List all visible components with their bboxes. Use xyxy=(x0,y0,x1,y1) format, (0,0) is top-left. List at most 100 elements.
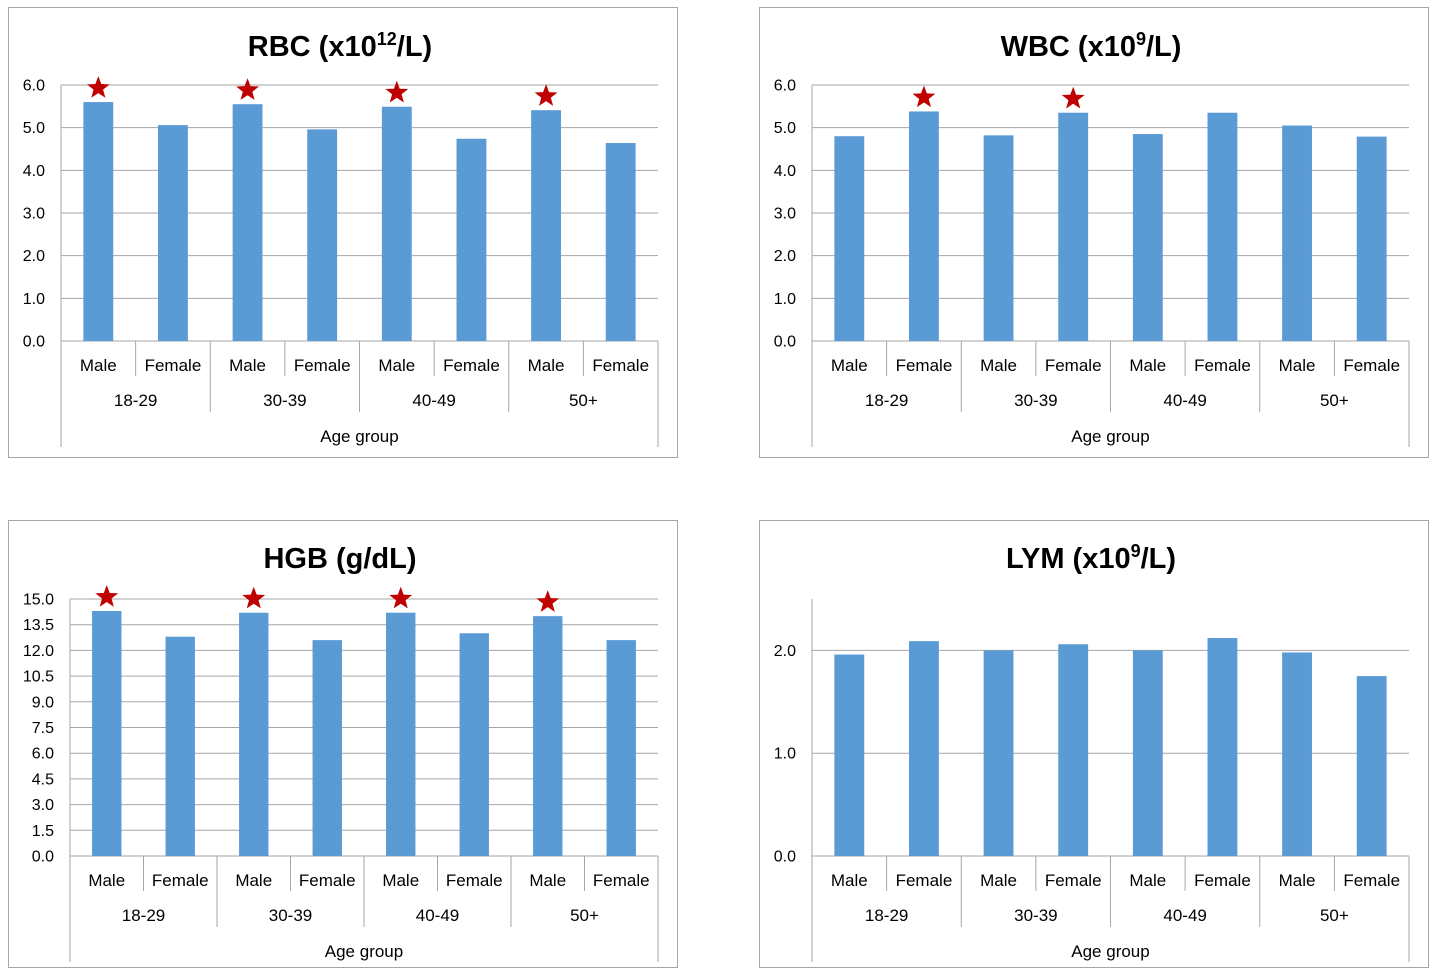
bar xyxy=(312,640,342,856)
bar xyxy=(1282,652,1312,856)
category-label: Female xyxy=(145,356,202,375)
bar xyxy=(606,640,636,856)
y-tick-label: 0.0 xyxy=(774,849,796,866)
bar xyxy=(1356,136,1387,341)
bar xyxy=(232,104,263,341)
y-tick-label: 2.0 xyxy=(23,248,45,265)
y-tick-label: 6.0 xyxy=(23,78,45,95)
group-label: 18-29 xyxy=(865,391,908,410)
bar xyxy=(1132,134,1163,341)
y-tick-label: 1.0 xyxy=(774,746,796,763)
bar xyxy=(1058,644,1089,856)
x-axis-title: Age group xyxy=(325,942,403,961)
x-axis-title: Age group xyxy=(1071,942,1149,961)
lym-chart: LYM (x109/L) 0.0 1.0 2.0 Male Female Male Femal… xyxy=(759,520,1429,968)
group-label: 40-49 xyxy=(412,391,455,410)
bar xyxy=(1132,650,1163,856)
category-label: Female xyxy=(896,871,953,890)
lym-chart-svg: LYM (x109/L) 0.0 1.0 2.0 Male Female Male Femal… xyxy=(774,541,1410,962)
group-label: 50+ xyxy=(570,906,599,925)
y-tick-label: 0.0 xyxy=(32,849,54,866)
category-label: Female xyxy=(593,871,650,890)
category-label: Male xyxy=(382,871,419,890)
y-tick-label: 1.0 xyxy=(23,291,45,308)
y-tick-label: 5.0 xyxy=(23,120,45,137)
bar xyxy=(386,612,416,856)
bar xyxy=(834,654,865,856)
group-label: 40-49 xyxy=(416,906,459,925)
chart-title: WBC (x109/L) xyxy=(1001,29,1182,63)
group-label: 18-29 xyxy=(122,906,165,925)
category-label: Male xyxy=(378,356,415,375)
y-tick-label: 3.0 xyxy=(23,206,45,223)
category-label: Female xyxy=(592,356,649,375)
significance-star-icon xyxy=(912,85,936,108)
y-tick-label: 5.0 xyxy=(774,120,796,137)
x-axis-title: Age group xyxy=(320,427,398,446)
bar xyxy=(834,136,865,341)
group-label: 18-29 xyxy=(865,906,908,925)
group-label: 40-49 xyxy=(1163,391,1206,410)
group-label: 30-39 xyxy=(263,391,306,410)
category-label: Female xyxy=(299,871,356,890)
significance-star-icon xyxy=(242,586,266,609)
category-label: Male xyxy=(831,356,868,375)
category-label: Female xyxy=(1343,871,1400,890)
y-tick-label: 4.0 xyxy=(23,163,45,180)
significance-star-icon xyxy=(95,584,119,607)
bar xyxy=(92,610,122,856)
bar xyxy=(456,138,487,341)
y-tick-label: 3.0 xyxy=(774,206,796,223)
bar xyxy=(983,135,1014,341)
bar xyxy=(909,641,939,856)
group-label: 50+ xyxy=(569,391,598,410)
category-label: Male xyxy=(831,871,868,890)
category-label: Male xyxy=(1279,356,1316,375)
rbc-chart: RBC (x1012/L) 0.0 1.0 2.0 3.0 4.0 5.0 6.0 Male Fe… xyxy=(8,7,678,458)
chart-title: LYM (x109/L) xyxy=(1006,541,1176,575)
category-label: Female xyxy=(896,356,953,375)
wbc-chart: WBC (x109/L) 0.0 1.0 2.0 3.0 4.0 5.0 6.0 Male Fem… xyxy=(759,7,1429,458)
category-label: Female xyxy=(1194,356,1251,375)
y-tick-label: 13.5 xyxy=(23,617,54,634)
rbc-chart-svg: RBC (x1012/L) 0.0 1.0 2.0 3.0 4.0 5.0 6.0 Male Fe… xyxy=(23,29,659,447)
category-label: Female xyxy=(152,871,209,890)
y-tick-label: 6.0 xyxy=(774,78,796,95)
bar xyxy=(533,616,563,856)
y-tick-label: 9.0 xyxy=(32,694,54,711)
bar xyxy=(381,106,412,341)
chart-title: RBC (x1012/L) xyxy=(248,29,432,63)
group-label: 30-39 xyxy=(1014,391,1057,410)
bar xyxy=(158,125,188,342)
bar xyxy=(531,110,561,341)
group-label: 30-39 xyxy=(269,906,312,925)
category-label: Male xyxy=(88,871,125,890)
bar xyxy=(909,111,939,341)
group-label: 50+ xyxy=(1320,906,1349,925)
group-label: 30-39 xyxy=(1014,906,1057,925)
hgb-chart: HGB (g/dL) 0.0 1.5 3.0 4.5 6.0 7.5 9.0 10.5 12.0 1… xyxy=(8,520,678,968)
category-label: Female xyxy=(1343,356,1400,375)
y-tick-label: 0.0 xyxy=(23,334,45,351)
category-label: Male xyxy=(980,356,1017,375)
bar xyxy=(307,129,338,341)
category-label: Male xyxy=(235,871,272,890)
y-tick-label: 10.5 xyxy=(23,669,54,686)
category-label: Female xyxy=(1045,356,1102,375)
significance-star-icon xyxy=(534,84,558,106)
y-tick-label: 1.0 xyxy=(774,291,796,308)
group-label: 40-49 xyxy=(1163,906,1206,925)
significance-star-icon xyxy=(1061,86,1085,109)
category-label: Male xyxy=(529,871,566,890)
bar xyxy=(1356,676,1387,856)
category-label: Female xyxy=(1045,871,1102,890)
group-label: 50+ xyxy=(1320,391,1349,410)
y-tick-label: 7.5 xyxy=(32,720,54,737)
bar xyxy=(239,612,269,856)
category-label: Male xyxy=(229,356,266,375)
category-label: Female xyxy=(1194,871,1251,890)
category-label: Male xyxy=(528,356,565,375)
bar xyxy=(459,633,489,856)
category-label: Female xyxy=(446,871,503,890)
significance-star-icon xyxy=(385,80,409,103)
